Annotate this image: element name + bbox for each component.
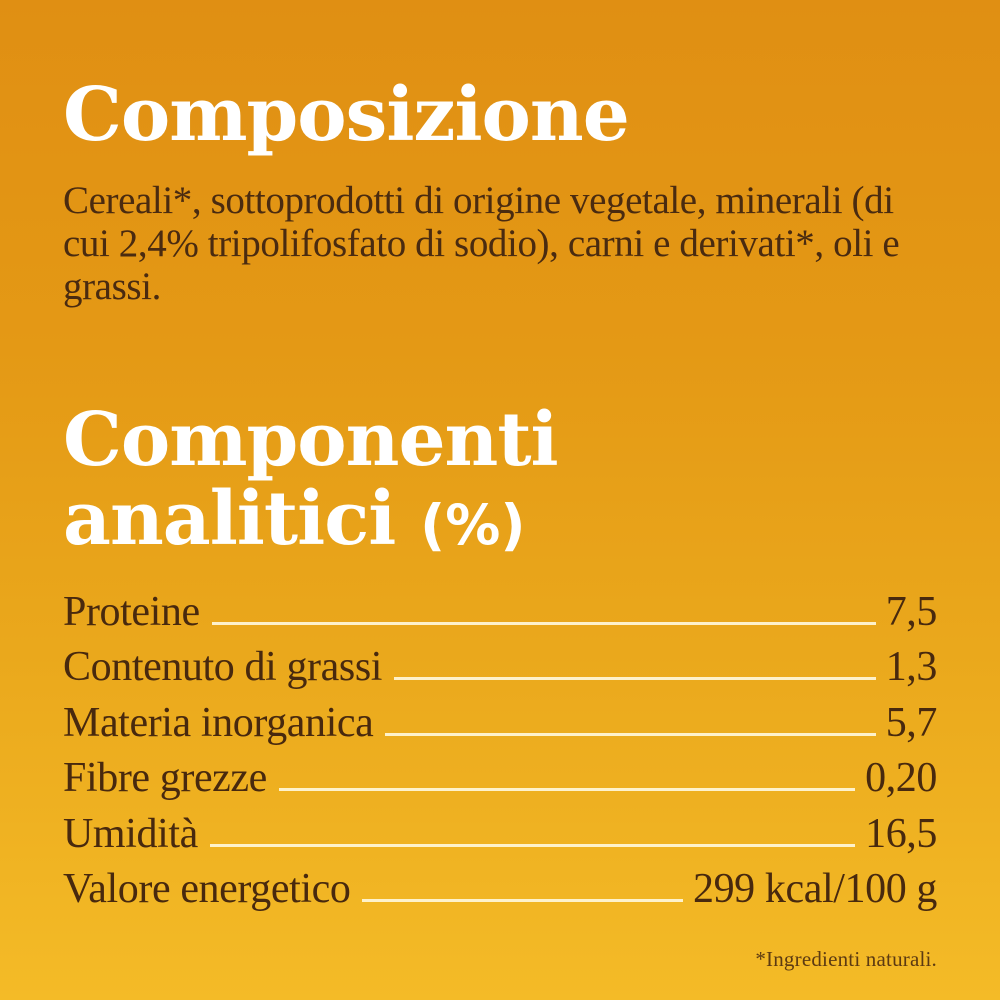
leader-line [209, 843, 856, 847]
row-label: Proteine [63, 588, 200, 635]
leader-line [385, 732, 876, 736]
row-value: 299 kcal/100 g [692, 866, 937, 913]
composition-body: Cereali*, sottoprodotti di origine veget… [63, 179, 900, 309]
composition-title: Composizione [63, 72, 630, 158]
leader-line [211, 621, 876, 625]
row-value: 16,5 [865, 810, 937, 857]
leader-line [362, 899, 683, 903]
composition-section: Composizione Cereali*, sottoprodotti di … [63, 76, 937, 309]
analytical-section: Componenti analitici (%) Proteine 7,5 Con… [63, 401, 937, 921]
row-value: 0,20 [865, 755, 937, 802]
footnote: *Ingredienti naturali. [755, 947, 937, 971]
row-label: Umidità [63, 810, 198, 857]
row-value: 1,3 [885, 644, 938, 691]
analytical-table: Proteine 7,5 Contenuto di grassi 1,3 Mat… [63, 588, 937, 921]
row-label: Materia inorganica [63, 699, 374, 746]
leader-line [278, 788, 856, 792]
table-row: Valore energetico 299 kcal/100 g [63, 865, 937, 921]
row-label: Valore energetico [63, 866, 351, 913]
table-row: Proteine 7,5 [63, 588, 937, 644]
analytical-title: Componenti analitici (%) [63, 401, 937, 558]
row-value: 7,5 [885, 588, 938, 635]
table-row: Fibre grezze 0,20 [63, 754, 937, 810]
row-label: Contenuto di grassi [63, 644, 383, 691]
analytical-title-line2: analitici [63, 475, 396, 562]
analytical-title-unit: (%) [420, 492, 526, 557]
leader-line [394, 677, 876, 681]
row-value: 5,7 [885, 699, 938, 746]
table-row: Contenuto di grassi 1,3 [63, 643, 937, 699]
analytical-title-line1: Componenti [63, 397, 559, 484]
table-row: Materia inorganica 5,7 [63, 699, 937, 755]
row-label: Fibre grezze [63, 755, 267, 802]
table-row: Umidità 16,5 [63, 810, 937, 866]
